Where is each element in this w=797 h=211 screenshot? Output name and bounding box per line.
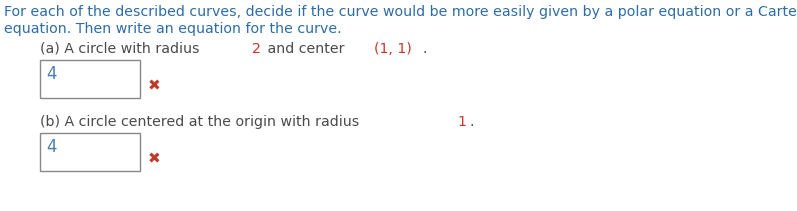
Text: ✖: ✖ bbox=[148, 151, 161, 166]
Text: For each of the described curves, decide if the curve would be more easily given: For each of the described curves, decide… bbox=[4, 5, 797, 19]
Text: 4: 4 bbox=[46, 138, 57, 156]
Text: .: . bbox=[422, 42, 427, 56]
Bar bbox=[40, 60, 140, 98]
Text: ✖: ✖ bbox=[148, 78, 161, 93]
Text: (a) A circle with radius: (a) A circle with radius bbox=[40, 42, 204, 56]
Text: and center: and center bbox=[263, 42, 349, 56]
Text: .: . bbox=[469, 115, 473, 129]
Text: (b) A circle centered at the origin with radius: (b) A circle centered at the origin with… bbox=[40, 115, 363, 129]
Text: (1, 1): (1, 1) bbox=[374, 42, 412, 56]
Text: 2: 2 bbox=[252, 42, 261, 56]
Text: 4: 4 bbox=[46, 65, 57, 83]
Text: equation. Then write an equation for the curve.: equation. Then write an equation for the… bbox=[4, 22, 342, 36]
Text: 1: 1 bbox=[457, 115, 466, 129]
Bar bbox=[40, 133, 140, 171]
